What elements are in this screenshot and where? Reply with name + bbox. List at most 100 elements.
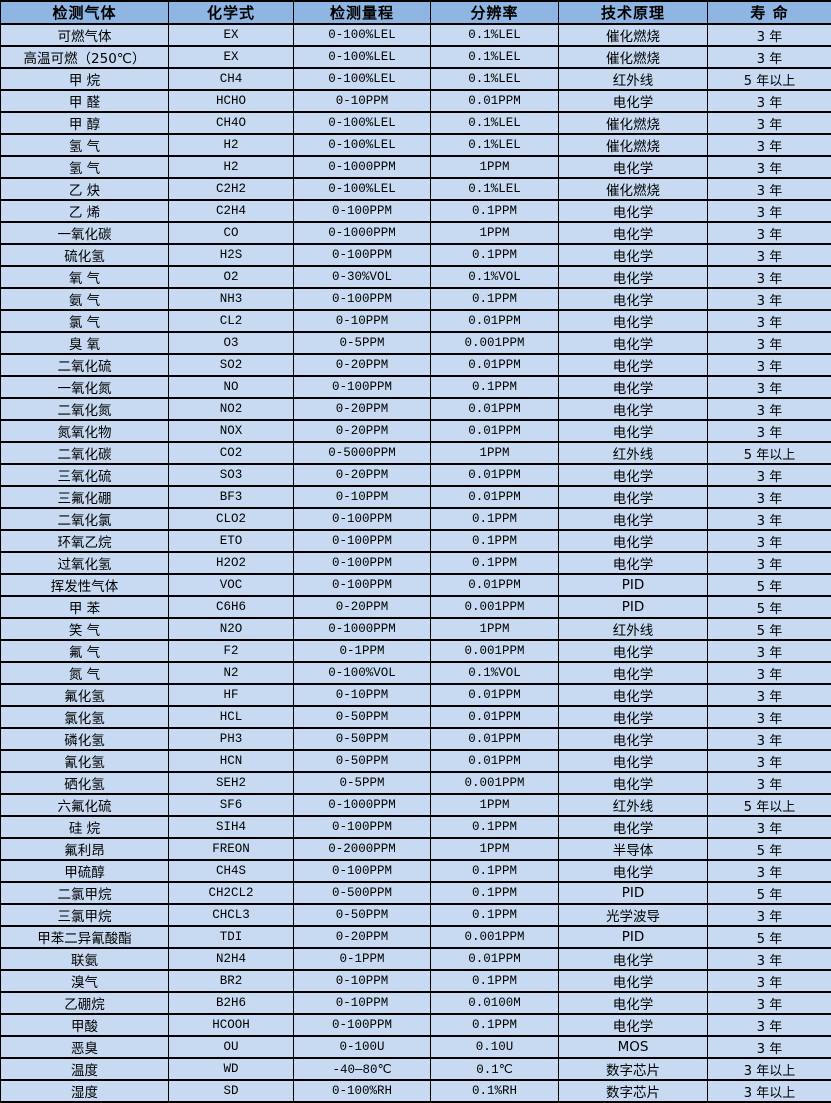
- cell-resolution: 0.10U: [431, 1036, 559, 1058]
- cell-formula: TDI: [169, 926, 294, 948]
- cell-principle: 电化学: [559, 728, 708, 750]
- cell-formula: NO: [169, 376, 294, 398]
- cell-lifespan: 3 年: [708, 530, 831, 552]
- cell-range: 0-10PPM: [294, 90, 431, 112]
- cell-resolution: 0.1%LEL: [431, 178, 559, 200]
- cell-gas: 乙 炔: [1, 178, 169, 200]
- cell-principle: 催化燃烧: [559, 46, 708, 68]
- cell-range: 0-50PPM: [294, 904, 431, 926]
- cell-formula: C2H4: [169, 200, 294, 222]
- cell-formula: SD: [169, 1080, 294, 1102]
- cell-resolution: 0.0100M: [431, 992, 559, 1014]
- cell-lifespan: 3 年: [708, 134, 831, 156]
- cell-principle: 电化学: [559, 860, 708, 882]
- cell-formula: HCOOH: [169, 1014, 294, 1036]
- cell-resolution: 0.1PPM: [431, 552, 559, 574]
- cell-principle: 电化学: [559, 244, 708, 266]
- cell-formula: EX: [169, 46, 294, 68]
- cell-resolution: 0.01PPM: [431, 750, 559, 772]
- cell-lifespan: 3 年: [708, 200, 831, 222]
- cell-lifespan: 3 年: [708, 662, 831, 684]
- cell-range: 0-50PPM: [294, 728, 431, 750]
- cell-gas: 二氧化碳: [1, 442, 169, 464]
- cell-lifespan: 5 年以上: [708, 442, 831, 464]
- cell-gas: 六氟化硫: [1, 794, 169, 816]
- cell-resolution: 0.01PPM: [431, 420, 559, 442]
- cell-resolution: 1PPM: [431, 794, 559, 816]
- cell-gas: 温度: [1, 1058, 169, 1080]
- cell-gas: 氮氧化物: [1, 420, 169, 442]
- cell-resolution: 0.001PPM: [431, 772, 559, 794]
- cell-lifespan: 5 年: [708, 618, 831, 640]
- cell-range: 0-100%LEL: [294, 178, 431, 200]
- cell-gas: 环氧乙烷: [1, 530, 169, 552]
- cell-range: 0-30%VOL: [294, 266, 431, 288]
- cell-range: 0-100U: [294, 1036, 431, 1058]
- cell-formula: B2H6: [169, 992, 294, 1014]
- cell-principle: 电化学: [559, 948, 708, 970]
- cell-principle: 电化学: [559, 266, 708, 288]
- cell-formula: HCHO: [169, 90, 294, 112]
- cell-lifespan: 3 年: [708, 398, 831, 420]
- cell-formula: C6H6: [169, 596, 294, 618]
- cell-gas: 甲 醛: [1, 90, 169, 112]
- column-header-principle: 技术原理: [559, 1, 708, 24]
- cell-resolution: 0.1PPM: [431, 816, 559, 838]
- cell-formula: O2: [169, 266, 294, 288]
- cell-principle: 电化学: [559, 508, 708, 530]
- cell-formula: VOC: [169, 574, 294, 596]
- cell-range: -40—80℃: [294, 1058, 431, 1080]
- cell-principle: 催化燃烧: [559, 24, 708, 46]
- cell-lifespan: 3 年: [708, 266, 831, 288]
- cell-lifespan: 3 年以上: [708, 1080, 831, 1102]
- cell-formula: O3: [169, 332, 294, 354]
- cell-formula: SF6: [169, 794, 294, 816]
- cell-range: 0-100PPM: [294, 244, 431, 266]
- cell-gas: 三氟化硼: [1, 486, 169, 508]
- cell-principle: 电化学: [559, 90, 708, 112]
- cell-formula: CH4: [169, 68, 294, 90]
- cell-resolution: 0.001PPM: [431, 640, 559, 662]
- cell-formula: CH4S: [169, 860, 294, 882]
- cell-formula: H2: [169, 156, 294, 178]
- cell-gas: 一氧化氮: [1, 376, 169, 398]
- cell-range: 0-1000PPM: [294, 156, 431, 178]
- cell-gas: 挥发性气体: [1, 574, 169, 596]
- cell-principle: 电化学: [559, 310, 708, 332]
- cell-formula: ETO: [169, 530, 294, 552]
- cell-gas: 一氧化碳: [1, 222, 169, 244]
- cell-gas: 氟利昂: [1, 838, 169, 860]
- cell-resolution: 0.1%LEL: [431, 46, 559, 68]
- cell-gas: 三氯甲烷: [1, 904, 169, 926]
- cell-formula: H2S: [169, 244, 294, 266]
- cell-range: 0-10PPM: [294, 486, 431, 508]
- cell-resolution: 0.01PPM: [431, 684, 559, 706]
- cell-formula: N2H4: [169, 948, 294, 970]
- cell-lifespan: 3 年: [708, 156, 831, 178]
- cell-range: 0-100PPM: [294, 530, 431, 552]
- cell-principle: PID: [559, 596, 708, 618]
- cell-principle: 电化学: [559, 376, 708, 398]
- cell-principle: 催化燃烧: [559, 178, 708, 200]
- cell-resolution: 0.1PPM: [431, 882, 559, 904]
- cell-principle: 红外线: [559, 794, 708, 816]
- cell-lifespan: 3 年: [708, 222, 831, 244]
- cell-lifespan: 3 年: [708, 354, 831, 376]
- cell-formula: WD: [169, 1058, 294, 1080]
- cell-range: 0-500PPM: [294, 882, 431, 904]
